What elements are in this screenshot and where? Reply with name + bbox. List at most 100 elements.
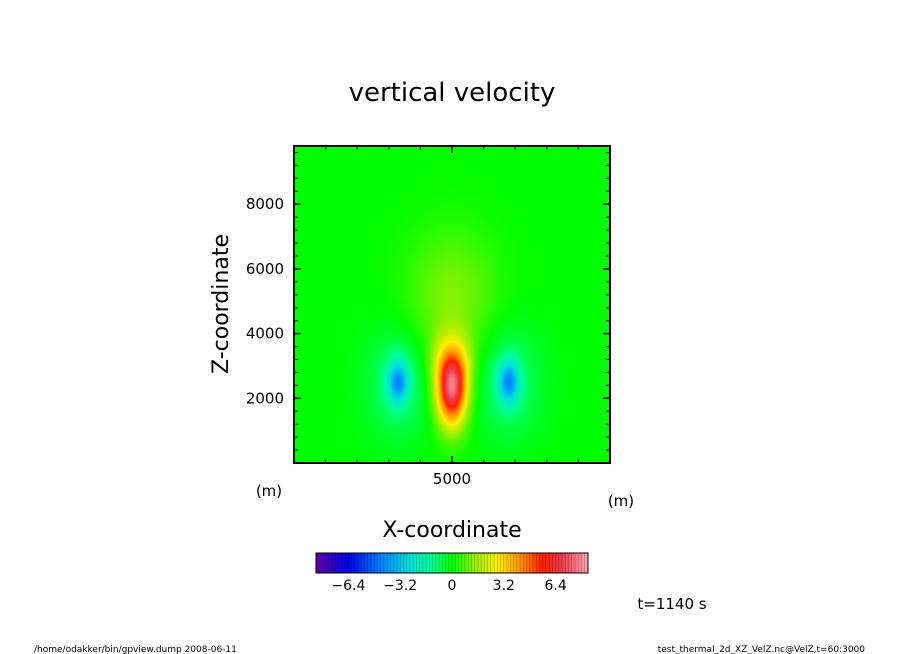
x-tick-labels: 5000 bbox=[433, 470, 471, 488]
colorbar-cell bbox=[435, 553, 440, 573]
colorbar-cell bbox=[364, 553, 369, 573]
colorbar-cell bbox=[426, 553, 430, 573]
colorbar-cell bbox=[552, 553, 557, 573]
colorbar-cell bbox=[526, 553, 531, 573]
colorbar-cell bbox=[371, 553, 375, 573]
colorbar-tick-label: −6.4 bbox=[331, 578, 365, 594]
colorbar-cell bbox=[497, 553, 501, 573]
y-tick-label: 8000 bbox=[246, 195, 284, 213]
colorbar-frame bbox=[315, 552, 589, 574]
colorbar-cell bbox=[468, 553, 472, 573]
colorbar-cell bbox=[490, 553, 495, 573]
y-tick-label: 4000 bbox=[246, 325, 284, 343]
colorbar-cell bbox=[578, 553, 582, 573]
colorbar-cell bbox=[549, 553, 553, 573]
colorbar-cell bbox=[529, 553, 534, 573]
colorbar-tick-label: −3.2 bbox=[383, 578, 417, 594]
colorbar-tick-label: 0 bbox=[448, 578, 457, 594]
footer-right: test_thermal_2d_XZ_VelZ.nc@VelZ,t=60:300… bbox=[658, 645, 866, 654]
x-tick-label: 5000 bbox=[433, 470, 471, 488]
colorbar-cell bbox=[422, 553, 427, 573]
colorbar-cell bbox=[542, 553, 547, 573]
colorbar-cell bbox=[332, 553, 336, 573]
colorbar-cell bbox=[562, 553, 566, 573]
colorbar-tick-label: 3.2 bbox=[493, 578, 515, 594]
colorbar-cell bbox=[384, 553, 388, 573]
colorbar-cell bbox=[354, 553, 359, 573]
colorbar-cell bbox=[396, 553, 401, 573]
colorbar-cell bbox=[439, 553, 443, 573]
colorbar-cell bbox=[448, 553, 453, 573]
colorbar-cell bbox=[532, 553, 537, 573]
colorbar-cell bbox=[377, 553, 382, 573]
colorbar-cell bbox=[513, 553, 518, 573]
colorbar-cell bbox=[338, 553, 343, 573]
colorbar-cell bbox=[523, 553, 527, 573]
colorbar-cell bbox=[416, 553, 421, 573]
colorbar-cell bbox=[406, 553, 411, 573]
colorbar-cell bbox=[536, 553, 540, 573]
colorbar-cell bbox=[409, 553, 414, 573]
colorbar-cell bbox=[335, 553, 340, 573]
y-axis-label: Z-coordinate bbox=[209, 234, 234, 374]
colorbar-cell bbox=[575, 553, 579, 573]
colorbar-cell bbox=[484, 553, 489, 573]
colorbar-cell bbox=[325, 553, 330, 573]
colorbar-cell bbox=[429, 553, 433, 573]
colorbar-labels: −6.4 −3.2 0 3.2 6.4 bbox=[331, 578, 566, 594]
colorbar-cell bbox=[452, 553, 456, 573]
colorbar-cell bbox=[322, 553, 327, 573]
y-tick-labels: 2000 4000 6000 8000 bbox=[246, 195, 284, 407]
colorbar-cell bbox=[464, 553, 469, 573]
colorbar-cell bbox=[361, 553, 365, 573]
colorbar-cells bbox=[316, 553, 589, 573]
x-unit-label: (m) bbox=[608, 492, 634, 510]
colorbar-cell bbox=[374, 553, 378, 573]
colorbar-cell bbox=[494, 553, 498, 573]
colorbar-cell bbox=[539, 553, 544, 573]
colorbar-cell bbox=[545, 553, 550, 573]
colorbar-cell bbox=[584, 553, 589, 573]
colorbar-cell bbox=[419, 553, 424, 573]
colorbar-cell bbox=[568, 553, 573, 573]
colorbar-cell bbox=[474, 553, 479, 573]
plot-area bbox=[293, 145, 611, 464]
colorbar-cell bbox=[341, 553, 346, 573]
colorbar-cell bbox=[400, 553, 404, 573]
major-ticks bbox=[294, 146, 610, 463]
colorbar-cell bbox=[571, 553, 576, 573]
colorbar: −6.4 −3.2 0 3.2 6.4 bbox=[315, 552, 589, 594]
colorbar-cell bbox=[507, 553, 511, 573]
colorbar-cell bbox=[558, 553, 563, 573]
colorbar-tick-label: 6.4 bbox=[544, 578, 566, 594]
colorbar-cell bbox=[581, 553, 586, 573]
colorbar-cell bbox=[358, 553, 362, 573]
colorbar-cell bbox=[432, 553, 437, 573]
colorbar-cell bbox=[565, 553, 569, 573]
colorbar-cell bbox=[345, 553, 349, 573]
colorbar-cell bbox=[413, 553, 417, 573]
colorbar-cell bbox=[461, 553, 466, 573]
footer-left: /home/odakker/bin/gpview.dump 2008-06-11 bbox=[34, 645, 237, 654]
colorbar-cell bbox=[380, 553, 385, 573]
colorbar-cell bbox=[458, 553, 463, 573]
colorbar-cell bbox=[319, 553, 323, 573]
colorbar-cell bbox=[500, 553, 505, 573]
colorbar-cell bbox=[393, 553, 398, 573]
colorbar-cell bbox=[316, 553, 320, 573]
y-tick-label: 6000 bbox=[246, 260, 284, 278]
colorbar-cell bbox=[555, 553, 560, 573]
time-label: t=1140 s bbox=[637, 595, 706, 613]
colorbar-cell bbox=[471, 553, 476, 573]
colorbar-cell bbox=[442, 553, 446, 573]
colorbar-cell bbox=[487, 553, 492, 573]
colorbar-cell bbox=[516, 553, 521, 573]
colorbar-cell bbox=[348, 553, 353, 573]
colorbar-cell bbox=[510, 553, 514, 573]
y-tick-label: 2000 bbox=[246, 389, 284, 407]
y-unit-label: (m) bbox=[256, 482, 282, 500]
colorbar-cell bbox=[328, 553, 333, 573]
colorbar-cell bbox=[477, 553, 482, 573]
colorbar-cell bbox=[520, 553, 524, 573]
